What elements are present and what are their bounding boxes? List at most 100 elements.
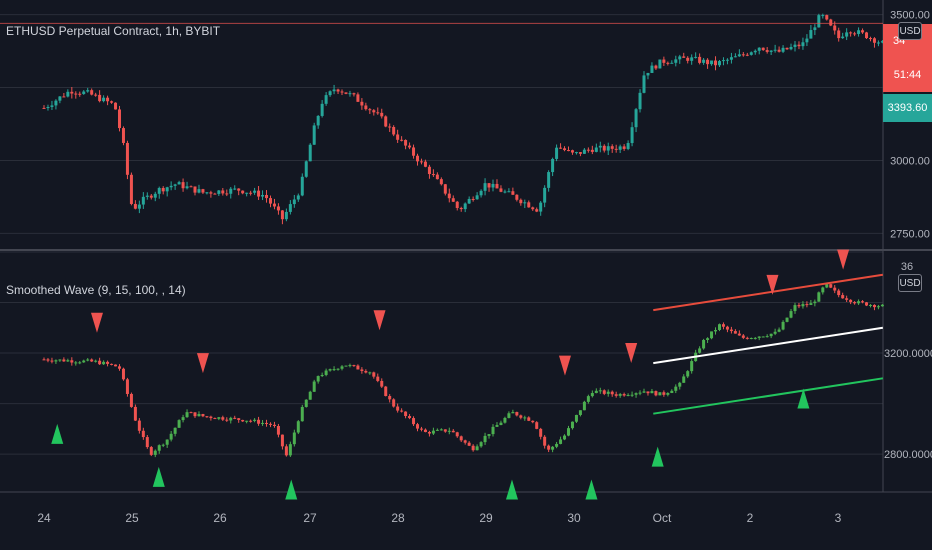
- candle-body: [590, 393, 594, 397]
- candle-body: [710, 331, 714, 339]
- candle-body: [765, 50, 769, 52]
- candle-body: [308, 144, 312, 162]
- candle-body: [773, 49, 777, 51]
- candle-body: [662, 392, 666, 395]
- candle-body: [662, 59, 666, 63]
- currency-button-top[interactable]: USD: [898, 22, 922, 40]
- candle-body: [332, 369, 336, 371]
- candle-body: [797, 305, 801, 307]
- candle-body: [336, 89, 340, 92]
- candle-body: [491, 426, 495, 435]
- candle-body: [781, 47, 785, 52]
- candle-body: [272, 424, 276, 426]
- y-tick-label: 3000.00: [890, 155, 930, 167]
- candle-body: [94, 360, 98, 362]
- candle-body: [868, 38, 872, 40]
- candle-body: [177, 420, 181, 428]
- candle-body: [348, 365, 352, 367]
- candle-body: [300, 176, 304, 196]
- candle-body: [551, 158, 555, 173]
- candle-body: [781, 321, 785, 330]
- candle-body: [861, 301, 865, 303]
- candle-body: [563, 148, 567, 151]
- candle-body: [638, 392, 642, 394]
- candle-body: [78, 93, 82, 95]
- candle-body: [352, 365, 356, 367]
- candle-body: [837, 30, 841, 39]
- candle-body: [757, 336, 761, 338]
- candle-body: [694, 56, 698, 58]
- candle-body: [308, 391, 312, 400]
- candle-body: [499, 422, 503, 426]
- candle-body: [809, 303, 813, 305]
- candle-body: [50, 360, 54, 362]
- candle-body: [253, 190, 257, 193]
- candle-body: [809, 30, 813, 39]
- sell-signal-marker: [558, 355, 571, 376]
- candle-body: [741, 54, 745, 56]
- candle-body: [841, 36, 845, 39]
- candle-body: [340, 366, 344, 369]
- candle-body: [384, 116, 388, 127]
- candle-body: [531, 207, 535, 210]
- candle-body: [245, 192, 249, 194]
- candle-body: [535, 422, 539, 429]
- candle-body: [161, 444, 165, 446]
- candle-body: [149, 447, 153, 455]
- candle-body: [721, 60, 725, 62]
- candle-body: [507, 413, 511, 418]
- candle-body: [745, 337, 749, 339]
- candle-body: [185, 412, 189, 418]
- candle-body: [642, 391, 646, 393]
- candle-body: [427, 432, 431, 434]
- candle-body: [721, 324, 725, 327]
- candle-body: [348, 93, 352, 95]
- candle-body: [102, 97, 106, 102]
- candle-body: [70, 91, 74, 94]
- candle-body: [682, 376, 686, 383]
- candle-body: [682, 56, 686, 58]
- candle-body: [523, 417, 527, 419]
- candle-body: [598, 145, 602, 148]
- candle-body: [563, 435, 567, 440]
- candle-body: [471, 445, 475, 451]
- candle-body: [821, 15, 825, 17]
- candle-body: [221, 417, 225, 420]
- candle-body: [821, 287, 825, 293]
- candle-body: [225, 419, 229, 421]
- candle-body: [706, 59, 710, 65]
- candle-body: [741, 335, 745, 338]
- candle-body: [555, 443, 559, 447]
- candle-body: [141, 430, 145, 438]
- candle-body: [388, 126, 392, 128]
- candle-body: [753, 337, 757, 339]
- candle-body: [272, 203, 276, 207]
- candle-body: [845, 32, 849, 37]
- candle-body: [654, 391, 658, 396]
- candle-body: [261, 195, 265, 197]
- candle-body: [805, 38, 809, 43]
- candle-body: [94, 94, 98, 96]
- candle-body: [590, 149, 594, 152]
- currency-button-bottom[interactable]: USD: [898, 274, 922, 292]
- candle-body: [570, 150, 574, 153]
- x-tick-label: 28: [391, 511, 405, 525]
- candle-body: [499, 188, 503, 192]
- candle-body: [507, 191, 511, 193]
- candle-body: [261, 422, 265, 424]
- candle-body: [173, 427, 177, 434]
- candle-body: [463, 440, 467, 443]
- candle-body: [404, 411, 408, 417]
- candle-body: [880, 304, 884, 307]
- symbol-legend[interactable]: ETHUSD Perpetual Contract, 1h, BYBIT: [6, 24, 221, 38]
- indicator-legend[interactable]: Smoothed Wave (9, 15, 100, , 14): [6, 283, 186, 297]
- candle-body: [729, 57, 733, 60]
- candle-body: [157, 187, 161, 194]
- candle-body: [372, 372, 376, 377]
- candle-body: [268, 198, 272, 204]
- candle-body: [435, 174, 439, 180]
- candle-body: [412, 147, 416, 156]
- candle-body: [455, 201, 459, 208]
- candle-body: [861, 30, 865, 33]
